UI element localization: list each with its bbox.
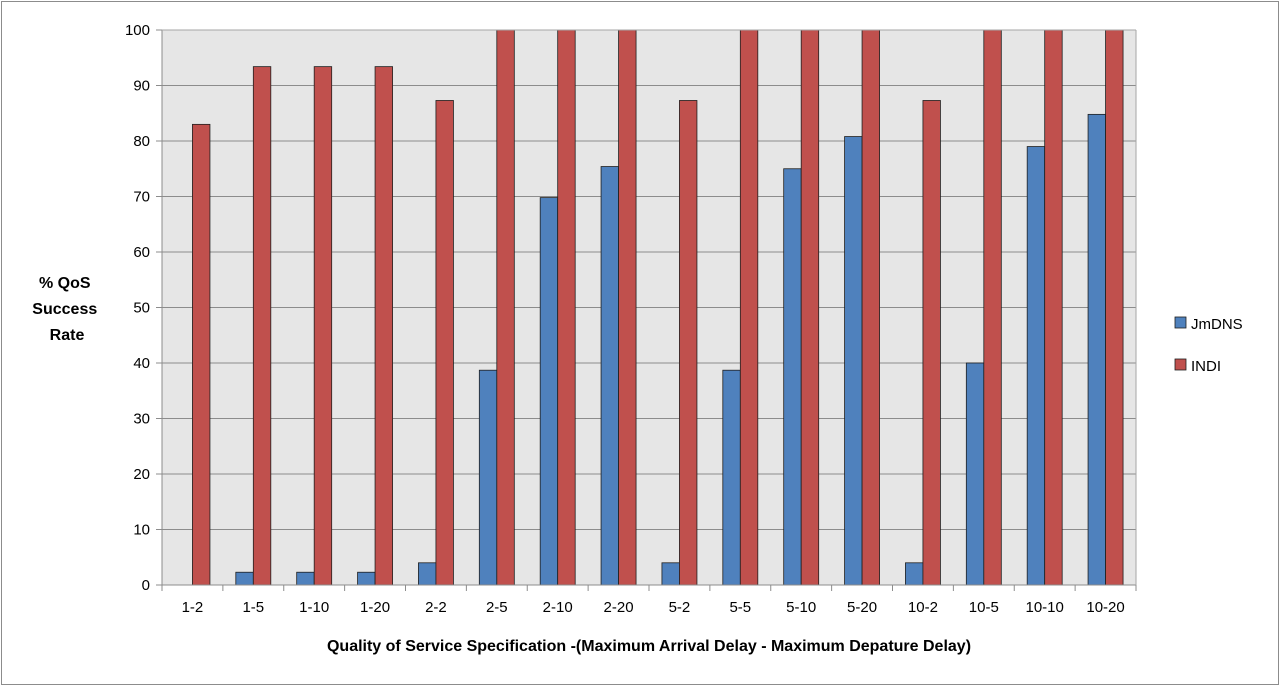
bar-jmdns-5-10	[783, 168, 802, 586]
x-tick-label: 10-2	[908, 599, 938, 616]
bar-indi-10-5	[983, 29, 1002, 586]
y-tick-label: 40	[133, 355, 150, 372]
x-tick-label: 1-5	[242, 599, 264, 616]
y-axis-title: % QoS Success Rate	[32, 275, 101, 344]
x-tick-label: 5-20	[847, 599, 877, 616]
bar-jmdns-2-10	[539, 197, 559, 586]
x-tick-label: 2-2	[425, 599, 447, 616]
x-tick-label: 2-10	[543, 599, 573, 616]
bar-jmdns-1-10	[296, 571, 315, 586]
legend-swatch-jmdns	[1174, 316, 1187, 329]
bar-jmdns-10-10	[1026, 146, 1046, 586]
bar-jmdns-5-5	[722, 369, 741, 586]
y-tick-label: 0	[142, 577, 150, 594]
legend-label-jmdns: JmDNS	[1191, 316, 1243, 333]
x-tick-label: 10-20	[1086, 599, 1124, 616]
x-tick-label: 10-5	[969, 599, 999, 616]
bar-jmdns-2-20	[600, 166, 619, 586]
bar-indi-1-20	[374, 66, 393, 586]
y-axis-title-line-3: Rate	[50, 327, 85, 344]
y-axis-title-line-2: Success	[32, 301, 97, 318]
y-tick-label: 70	[133, 189, 150, 206]
bar-jmdns-5-20	[844, 136, 863, 586]
bar-jmdns-10-5	[965, 362, 985, 586]
bar-jmdns-5-2	[661, 562, 680, 586]
bar-indi-10-2	[922, 100, 941, 586]
bars	[192, 29, 1124, 586]
x-tick-label: 10-10	[1026, 599, 1064, 616]
bar-jmdns-1-20	[357, 571, 376, 586]
y-tick-label: 80	[133, 133, 150, 150]
x-tick-labels: 1-2 1-5 1-10 1-20 2-2 2-5 2-10 2-20 5-2 5-5 5-10 5-…	[182, 599, 1125, 616]
bar-jmdns-2-5	[478, 369, 498, 586]
x-tick-label: 5-10	[786, 599, 816, 616]
x-tick-label: 1-10	[299, 599, 329, 616]
legend: JmDNS INDI	[1174, 316, 1243, 375]
x-tick-label: 2-20	[604, 599, 634, 616]
bar-jmdns-10-20	[1087, 113, 1106, 586]
axes	[156, 29, 1137, 591]
bar-indi-5-20	[861, 29, 880, 586]
x-tick-label: 1-2	[182, 599, 204, 616]
x-tick-label: 5-5	[729, 599, 751, 616]
bar-indi-10-20	[1105, 29, 1124, 586]
bar-indi-1-10	[313, 66, 333, 586]
bar-jmdns-1-5	[235, 571, 254, 586]
bar-indi-2-2	[435, 100, 454, 586]
y-tick-label: 60	[133, 244, 150, 261]
x-tick-label: 2-5	[486, 599, 508, 616]
bar-indi-5-2	[679, 100, 698, 586]
y-axis-title-line-1: % QoS	[39, 275, 91, 292]
bar-indi-2-20	[618, 29, 637, 586]
bar-indi-1-2	[192, 123, 211, 586]
y-tick-label: 30	[133, 411, 150, 428]
bar-jmdns-2-2	[418, 562, 437, 586]
y-tick-label: 90	[133, 78, 150, 95]
bar-indi-10-10	[1044, 29, 1063, 586]
legend-swatch-indi	[1174, 358, 1187, 371]
legend-label-indi: INDI	[1191, 358, 1221, 375]
bar-jmdns-10-2	[905, 562, 924, 586]
bar-indi-5-10	[800, 29, 820, 586]
y-tick-label: 20	[133, 466, 150, 483]
y-tick-label: 100	[125, 22, 150, 39]
x-axis-title: Quality of Service Specification -(Maxim…	[327, 638, 971, 655]
x-tick-label: 1-20	[360, 599, 390, 616]
bar-indi-2-5	[496, 29, 515, 586]
y-tick-label: 10	[133, 522, 150, 539]
bar-indi-1-5	[252, 66, 272, 586]
y-tick-label: 50	[133, 300, 150, 317]
y-tick-labels: 0 10 20 30 40 50 60 70 80 90 100	[125, 22, 150, 594]
bar-indi-5-5	[739, 29, 759, 586]
bar-indi-2-10	[557, 29, 576, 586]
x-tick-label: 5-2	[669, 599, 691, 616]
